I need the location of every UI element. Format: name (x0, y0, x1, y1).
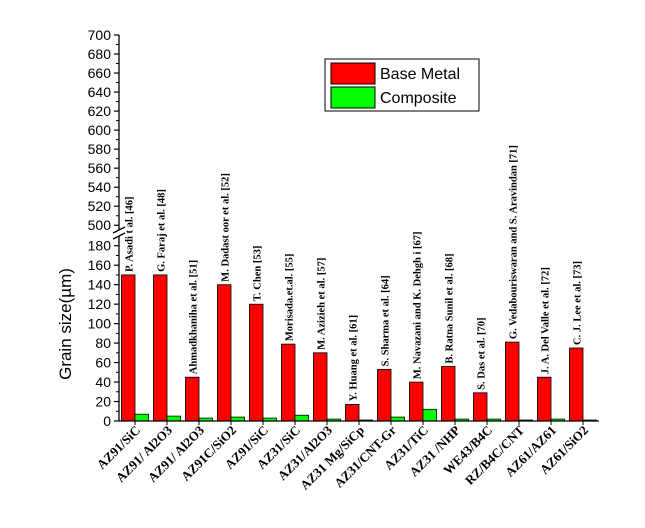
y-tick-label: 580 (88, 141, 112, 157)
y-tick-label: 100 (88, 316, 112, 332)
y-tick-label: 40 (95, 374, 111, 390)
reference-label-15: C. J. Lee et al. [73] (572, 261, 583, 345)
reference-label-10: M. Navazani and K. Dehgh i [67] (412, 232, 423, 380)
y-tick-label: 640 (88, 84, 112, 100)
reference-label-7: M. Azizieh et al. [57] (316, 258, 327, 350)
bar-base-metal-14 (537, 376, 552, 422)
bar-base-metal-2 (153, 274, 168, 422)
y-tick-label: 700 (88, 27, 112, 43)
bar-base-metal-15 (569, 347, 584, 422)
reference-label-4: M. Dadast oor et al. [52] (220, 173, 231, 282)
bar-base-metal-6 (281, 343, 296, 422)
y-tick-label: 80 (95, 335, 111, 351)
reference-label-5: T. Chen [53] (252, 246, 263, 302)
y-tick-label: 60 (95, 355, 111, 371)
bar-base-metal-12 (473, 392, 488, 422)
y-tick-label: 660 (88, 65, 112, 81)
y-tick-label: 680 (88, 46, 112, 62)
bar-base-metal-9 (377, 368, 392, 422)
legend-label-composite: Composite (380, 90, 457, 107)
legend-label-base-metal: Base Metal (380, 66, 460, 83)
reference-label-11: B. Ratna Sunil et al. [68] (444, 254, 455, 364)
bar-base-metal-10 (409, 381, 424, 422)
bars-layer (121, 274, 597, 422)
reference-label-14: J. A. Del Valle et al. [72] (540, 267, 551, 374)
axis-break-mark (112, 232, 126, 240)
legend: Base Metal Composite (324, 58, 480, 112)
reference-label-2: G. Faraj et al. [48] (156, 189, 167, 272)
reference-label-3: Ahmadkhaniha et al. [51] (188, 260, 199, 374)
bar-base-metal-1 (121, 274, 136, 422)
reference-label-9: S. Sharma et al. [64] (380, 275, 391, 366)
bar-base-metal-11 (441, 366, 456, 422)
bar-composite-6 (294, 414, 309, 422)
y-tick-label: 540 (88, 179, 112, 195)
bar-base-metal-13 (505, 341, 520, 422)
reference-labels: P. Asadi t al. [46] G. Faraj et al. [48] A… (124, 145, 583, 401)
legend-swatch-base-metal (330, 62, 376, 85)
bar-composite-1 (134, 413, 149, 422)
y-tick-label: 620 (88, 103, 112, 119)
y-axis-title: Grain size(µm) (56, 268, 75, 380)
reference-label-1: P. Asadi t al. [46] (124, 196, 135, 271)
reference-label-12: S. Das et al. [70] (476, 317, 487, 389)
reference-label-13: G. Vedabouriswaran and S. Aravindan [71] (508, 145, 519, 339)
bar-base-metal-3 (185, 376, 200, 422)
y-tick-label: 0 (103, 413, 111, 429)
bar-base-metal-4 (217, 284, 232, 422)
bar-base-metal-7 (313, 352, 328, 422)
bar-composite-10 (422, 408, 437, 422)
axis-break-mark (112, 226, 126, 234)
x-axis (119, 420, 599, 425)
y-tick-label: 560 (88, 160, 112, 176)
y-tick-label: 160 (88, 257, 112, 273)
y-axis: 0 20 40 60 80 100 120 140 160 180 500 520 540 560 580 6… (88, 27, 126, 429)
y-tick-label: 140 (88, 277, 112, 293)
y-tick-label: 180 (88, 238, 112, 254)
y-tick-label: 600 (88, 122, 112, 138)
y-tick-label: 500 (88, 217, 112, 233)
y-tick-label: 120 (88, 296, 112, 312)
bar-composite-2 (166, 415, 181, 422)
bar-base-metal-5 (249, 303, 264, 422)
bar-base-metal-8 (345, 403, 360, 422)
reference-label-6: Morisada.et.al. [55] (284, 254, 295, 341)
reference-label-8: Y. Huang et al. [61] (348, 315, 359, 402)
legend-swatch-composite (330, 86, 376, 109)
y-tick-label: 20 (95, 394, 111, 410)
y-tick-label: 520 (88, 198, 112, 214)
